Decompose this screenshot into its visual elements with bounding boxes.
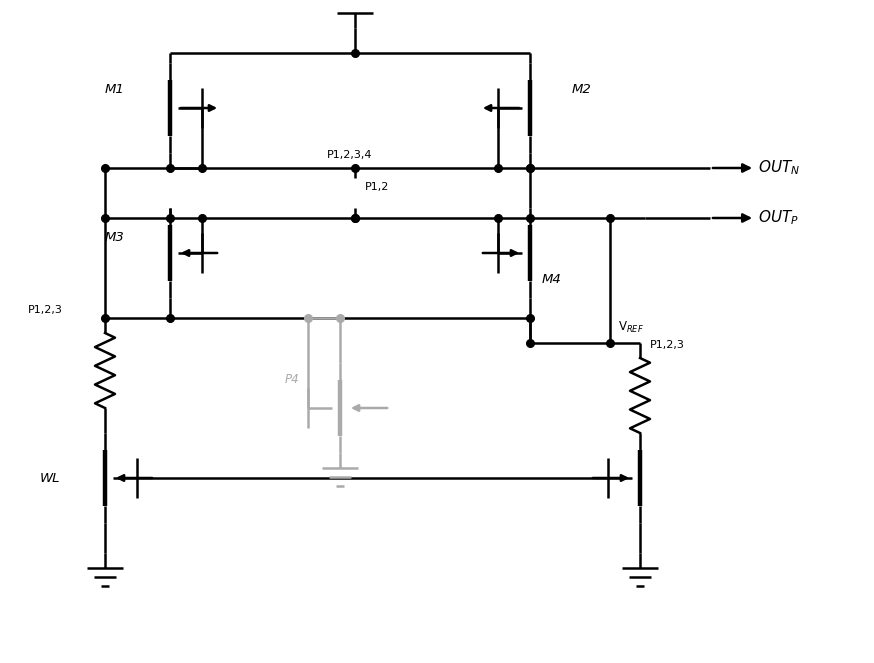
Text: M3: M3 <box>105 231 125 244</box>
Text: M4: M4 <box>542 273 562 286</box>
Text: $OUT_N$: $OUT_N$ <box>758 158 800 177</box>
Text: P1,2,3: P1,2,3 <box>28 305 62 315</box>
Text: WL: WL <box>39 471 60 485</box>
Text: M2: M2 <box>572 83 592 96</box>
Text: P4: P4 <box>285 373 299 386</box>
Text: V$_{REF}$: V$_{REF}$ <box>618 320 644 335</box>
Text: P1,2: P1,2 <box>365 182 390 192</box>
Text: P1,2,3,4: P1,2,3,4 <box>327 150 372 160</box>
Text: M1: M1 <box>105 83 125 96</box>
Text: $OUT_P$: $OUT_P$ <box>758 209 799 227</box>
Text: P1,2,3: P1,2,3 <box>650 340 685 350</box>
